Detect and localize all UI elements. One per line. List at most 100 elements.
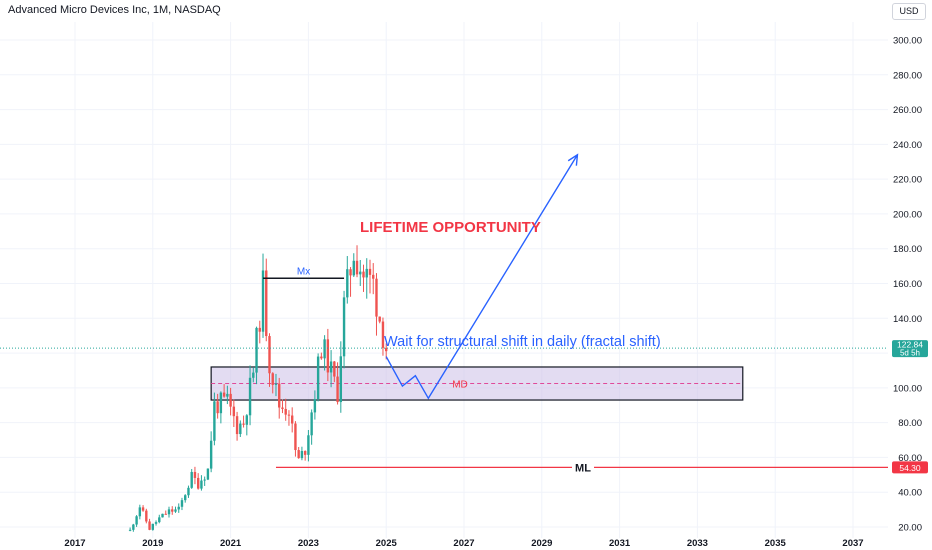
candle-down (235, 416, 239, 435)
candle-up (128, 529, 132, 531)
ml-label-bg (572, 460, 594, 475)
bar-countdown: 5d 5h (900, 349, 920, 358)
y-tick-label: 140.00 (893, 314, 922, 325)
x-tick-label: 2019 (142, 538, 163, 549)
candles-layer (128, 245, 388, 532)
candle-down (381, 321, 385, 348)
projection-arrowhead (567, 153, 579, 166)
candle-up (174, 509, 177, 512)
y-tick-label: 280.00 (893, 70, 922, 81)
candle-down (336, 376, 339, 403)
x-tick-label: 2031 (609, 538, 631, 549)
candle-up (154, 522, 158, 524)
candle-down (193, 471, 197, 478)
annotations-layer: ML Mx LIFETIME OPPORTUNITY Wait for structu… (0, 153, 888, 475)
candle-down (216, 401, 219, 414)
candle-up (190, 471, 193, 488)
candle-down (303, 451, 307, 455)
candle-up (187, 487, 190, 496)
candle-down (232, 406, 236, 417)
candle-up (329, 361, 333, 373)
candle-down (164, 513, 167, 515)
candle-up (359, 271, 362, 275)
candle-up (352, 260, 355, 276)
candle-up (213, 401, 216, 441)
x-tick-label: 2027 (453, 538, 474, 549)
candle-down (333, 361, 336, 377)
x-tick-label: 2035 (765, 538, 787, 549)
candle-up (310, 412, 313, 436)
candle-down (171, 509, 174, 512)
candle-down (278, 383, 281, 408)
candle-down (265, 270, 268, 337)
x-tick-label: 2029 (531, 538, 552, 549)
candle-down (355, 260, 359, 275)
candle-up (226, 393, 229, 397)
candle-down (375, 278, 378, 317)
candle-up (342, 297, 346, 357)
last-price-value: 122.84 (897, 340, 923, 350)
candle-up (255, 327, 258, 373)
x-tick-label: 2021 (220, 538, 242, 549)
candle-down (294, 423, 297, 451)
y-tick-label: 300.00 (893, 35, 922, 46)
candle-up (307, 435, 310, 455)
candle-down (297, 450, 300, 459)
y-tick-label: 260.00 (893, 105, 922, 116)
candle-down (271, 373, 274, 385)
candle-down (196, 477, 200, 489)
x-tick-label: 2025 (376, 538, 398, 549)
x-tick-label: 2033 (687, 538, 708, 549)
chart-title: Advanced Micro Devices Inc, 1M, NASDAQ (8, 4, 221, 16)
y-tick-label: 80.00 (898, 418, 922, 429)
candle-down (222, 392, 226, 397)
candle-down (326, 339, 330, 373)
candle-down (242, 423, 245, 425)
md-zone-layer: MD (210, 366, 744, 401)
x-tick-label: 2017 (64, 538, 85, 549)
candle-down (148, 521, 151, 530)
candle-up (203, 479, 206, 481)
candle-up (323, 339, 326, 359)
candle-up (167, 509, 171, 515)
ml-level-label: ML (575, 462, 591, 474)
candle-up (200, 480, 203, 489)
candle-down (287, 414, 291, 416)
axes-layer: 20.0040.0060.0080.00100.00120.00140.0016… (64, 35, 928, 549)
candle-up (316, 356, 320, 400)
candle-down (290, 415, 294, 424)
lifetime-opportunity-note: LIFETIME OPPORTUNITY (360, 219, 541, 236)
candle-up (209, 440, 213, 469)
candle-down (368, 268, 372, 275)
candle-down (141, 507, 145, 511)
candle-up (239, 423, 242, 435)
candle-up (219, 392, 223, 414)
candle-up (252, 372, 255, 378)
y-tick-label: 220.00 (893, 175, 922, 186)
ml-price-value: 54.30 (899, 463, 921, 473)
candle-up (184, 495, 187, 501)
candle-up (365, 268, 368, 278)
candle-down (281, 407, 284, 409)
candle-up (132, 524, 135, 530)
candle-down (385, 347, 388, 352)
candle-down (372, 274, 375, 279)
mx-level-label: Mx (297, 266, 310, 277)
candle-down (145, 510, 148, 522)
structural-shift-note: Wait for structural shift in daily (frac… (384, 334, 661, 350)
x-tick-label: 2037 (842, 538, 863, 549)
currency-selector[interactable]: USD (892, 3, 926, 20)
candle-down (258, 327, 261, 332)
y-tick-label: 60.00 (898, 453, 922, 464)
y-tick-label: 40.00 (898, 488, 922, 499)
y-tick-label: 160.00 (893, 279, 922, 290)
projection-path (385, 154, 579, 400)
candle-up (180, 500, 184, 507)
candle-up (346, 269, 349, 298)
y-tick-label: 100.00 (893, 383, 922, 394)
candle-up (158, 517, 161, 523)
ml-price-badge (892, 461, 928, 474)
y-tick-label: 20.00 (898, 523, 922, 534)
x-tick-label: 2023 (298, 538, 319, 549)
